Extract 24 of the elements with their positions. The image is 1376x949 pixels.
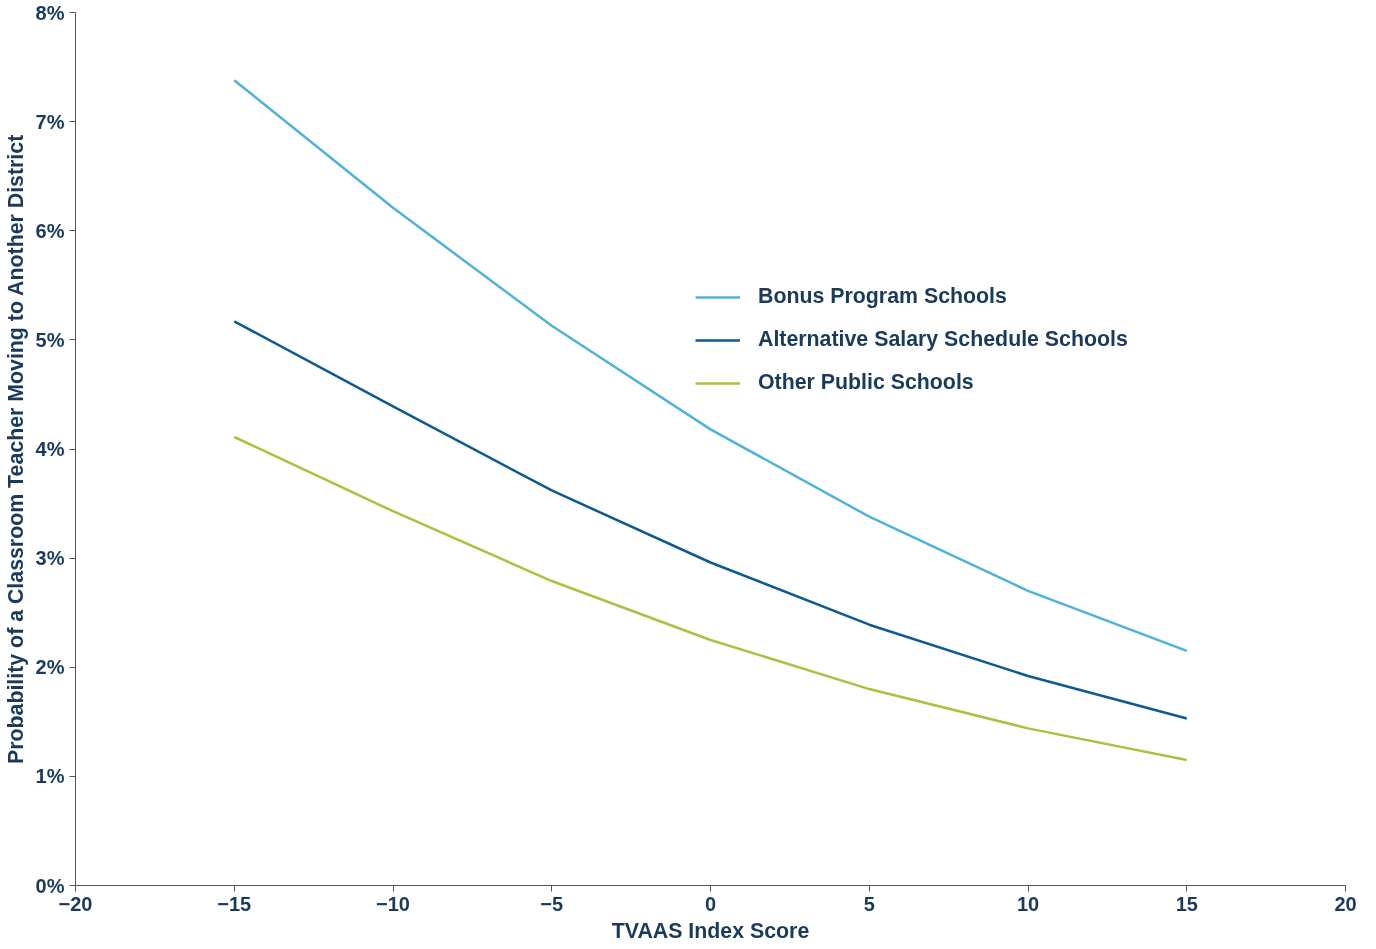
x-tick-label: 15 — [1175, 892, 1198, 915]
line-series — [233, 78, 1188, 653]
line-series — [233, 320, 1188, 720]
line-series — [233, 435, 1188, 762]
y-axis-title: Probability of a Classroom Teacher Moving to Another District — [3, 134, 28, 765]
y-tick-label: 6% — [35, 219, 65, 242]
y-tick-label: 1% — [35, 765, 65, 788]
y-tick-label: 2% — [35, 656, 65, 679]
x-tick-label: 20 — [1334, 892, 1357, 915]
legend-label: Alternative Salary Schedule Schools — [758, 327, 1128, 352]
legend-label: Bonus Program Schools — [758, 284, 1007, 309]
x-tick-label: 5 — [863, 892, 875, 915]
y-tick-label: 4% — [35, 438, 65, 460]
x-tick-label: −5 — [540, 892, 564, 915]
x-axis-title: TVAAS Index Score — [611, 918, 810, 943]
y-tick-label: 7% — [35, 110, 65, 133]
x-tick-label: −10 — [376, 892, 410, 915]
legend-label: Other Public Schools — [758, 370, 974, 395]
x-tick-label: −15 — [217, 892, 252, 915]
x-tick-label: 0 — [704, 892, 717, 915]
y-tick-label: 5% — [35, 328, 65, 351]
y-tick-label: 8% — [35, 1, 65, 24]
x-tick-label: 10 — [1016, 892, 1040, 915]
y-tick-label: 3% — [35, 547, 65, 570]
